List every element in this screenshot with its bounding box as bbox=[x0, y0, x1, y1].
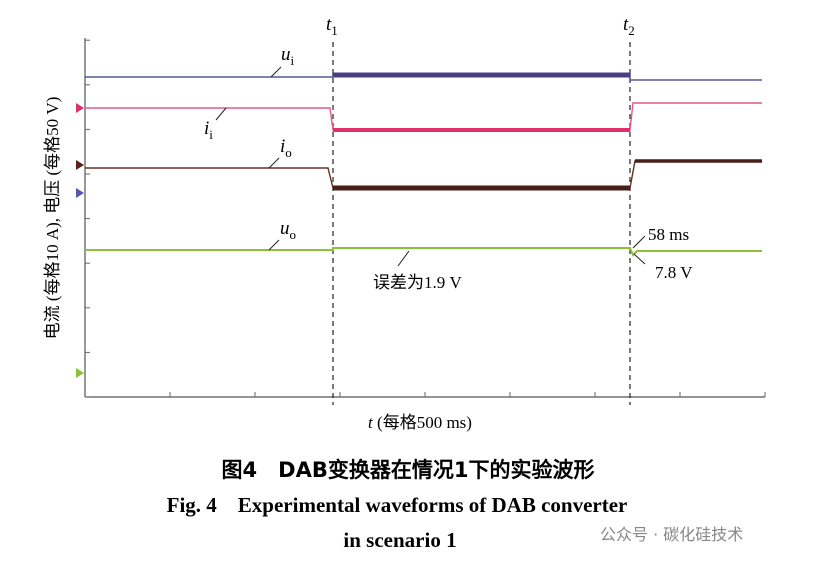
axis-ticks bbox=[85, 39, 766, 398]
x-axis-label: t (每格500 ms) bbox=[368, 413, 472, 432]
trace-label: uo bbox=[280, 218, 296, 242]
axes bbox=[84, 38, 765, 398]
trace-ii bbox=[85, 102, 762, 131]
trace-io bbox=[85, 160, 762, 189]
caption-english: Fig. 4 Experimental waveforms of DAB con… bbox=[167, 493, 628, 517]
leader-lines bbox=[215, 66, 646, 267]
traces bbox=[85, 72, 762, 257]
marker-label: t1 bbox=[326, 14, 338, 38]
caption-english: in scenario 1 bbox=[343, 528, 456, 552]
marker-lines bbox=[332, 42, 631, 405]
trace-label: ii bbox=[204, 118, 213, 142]
trace-label: ui bbox=[281, 44, 295, 68]
watermark: 公众号 · 碳化硅技术 bbox=[600, 525, 743, 544]
annotation: 58 ms bbox=[648, 225, 689, 244]
caption-chinese: 图4 DAB变换器在情况1下的实验波形 bbox=[222, 458, 595, 482]
y-axis-label: 电流 (每格10 A), 电压 (每格50 V) bbox=[43, 97, 62, 340]
annotation: 误差为1.9 V bbox=[373, 273, 462, 292]
marker-label: t2 bbox=[623, 14, 635, 38]
annotation: 7.8 V bbox=[655, 263, 693, 282]
trace-uo bbox=[85, 247, 762, 257]
trace-label: io bbox=[280, 136, 292, 160]
channel-markers bbox=[76, 103, 84, 378]
